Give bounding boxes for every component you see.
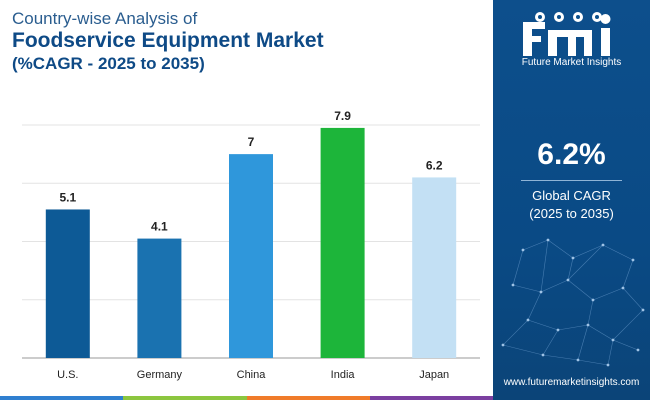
title-line-1: Country-wise Analysis of [12,9,198,28]
bars [45,127,457,358]
divider [521,180,622,181]
network-edge [567,244,604,281]
brand-name: Future Market Insights [521,57,622,68]
network-edge [602,244,634,261]
global-cagr-label: Global CAGR (2025 to 2035) [493,187,650,223]
network-node [526,318,530,322]
network-edge [567,279,594,301]
network-node [541,353,545,357]
network-edge [587,324,614,341]
network-graphic [501,238,645,367]
network-edge [547,239,574,259]
chart-title: Country-wise Analysis of Foodservice Equ… [12,8,482,75]
value-label: 4.1 [151,220,168,234]
network-edge [540,239,549,293]
website-link[interactable]: www.futuremarketinsights.com [503,377,640,388]
x-tick-label: U.S. [57,369,78,381]
network-edge [527,319,559,331]
network-edge [502,344,544,356]
footer-stripe-segment [123,396,247,400]
network-node [511,283,515,287]
network-node [631,258,635,262]
bar-chart: 5.1 4.1 7 7.9 6.2 U.S. Germany China India Japan [22,109,480,381]
bar-us [45,209,90,358]
network-edge [512,284,542,293]
cagr-label-line-2: (2025 to 2035) [529,206,614,221]
network-edge [592,287,624,301]
bar-germany [137,238,182,358]
network-node [571,256,575,260]
x-tick-label: India [331,369,356,381]
footer-stripe-segment [246,396,370,400]
network-node [611,338,615,342]
side-panel: Future Market Insights 6.2% Global CAGR … [493,0,650,400]
network-edge [527,291,542,321]
network-node [591,298,595,302]
network-node [501,343,505,347]
value-labels: 5.1 4.1 7 7.9 6.2 [59,109,442,234]
value-label: 6.2 [426,158,443,172]
network-edge [577,359,609,366]
network-edge [512,249,524,286]
fmi-logo [523,12,611,56]
network-edge [542,329,559,356]
value-label: 7.9 [334,109,351,123]
network-edge [572,244,604,259]
network-node [539,290,543,294]
x-tick-label: China [237,369,267,381]
network-edge [622,287,644,311]
bar-japan [412,177,457,358]
network-edge [557,324,589,331]
footer-stripe-segment [369,396,493,400]
network-node [636,348,640,352]
network-edge [587,299,594,326]
network-node [606,363,610,367]
network-edge [577,324,589,361]
network-node [576,358,580,362]
network-node [621,286,625,290]
network-edge [522,239,549,251]
footer-stripe [0,396,493,400]
title-line-3: (%CAGR - 2025 to 2035) [12,54,205,73]
global-cagr-value: 6.2% [537,138,606,171]
network-edge [567,257,574,281]
x-tick-labels: U.S. Germany China India Japan [57,369,449,381]
network-node [566,278,570,282]
network-node [521,248,525,252]
x-tick-label: Japan [419,369,449,381]
network-edge [502,319,529,346]
network-edge [607,339,614,366]
network-edge [622,259,634,289]
network-node [556,328,560,332]
bar-china [229,154,273,358]
network-node [546,238,550,242]
network-node [586,323,590,327]
x-tick-label: Germany [137,369,183,381]
network-edge [540,279,569,293]
value-label: 7 [248,135,255,149]
network-edge [612,339,639,351]
cagr-label-line-1: Global CAGR [532,188,611,203]
title-line-2: Foodservice Equipment Market [12,29,324,52]
footer-stripe-segment [0,396,124,400]
bar-india [320,127,365,358]
network-edge [612,309,644,341]
value-label: 5.1 [59,190,76,204]
network-edge [542,354,579,361]
network-node [641,308,645,312]
network-node [601,243,605,247]
